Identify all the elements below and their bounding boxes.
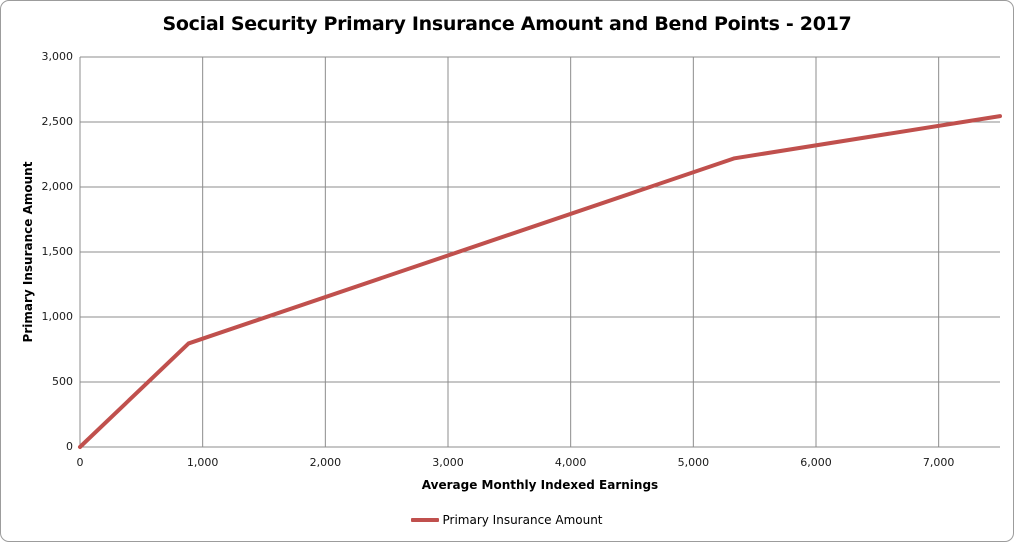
legend-label: Primary Insurance Amount [442, 513, 603, 527]
x-tick-label: 3,000 [432, 456, 464, 469]
y-tick-label: 2,000 [41, 180, 74, 193]
x-tick-label: 2,000 [309, 456, 342, 469]
x-tick-label: 6,000 [800, 456, 832, 469]
y-tick-label: 3,000 [41, 50, 74, 63]
y-tick-label: 0 [66, 440, 73, 453]
x-tick-label: 1,000 [186, 456, 219, 469]
y-tick-label: 1,500 [41, 245, 74, 258]
legend: Primary Insurance Amount [1, 513, 1013, 527]
x-tick-label: 7,000 [922, 456, 955, 469]
y-tick-label: 1,000 [41, 310, 74, 323]
x-tick-label: 4,000 [554, 456, 587, 469]
x-axis-title: Average Monthly Indexed Earnings [421, 478, 659, 492]
y-axis-title: Primary Insurance Amount [21, 161, 35, 343]
legend-line-swatch [411, 518, 440, 522]
chart-title: Social Security Primary Insurance Amount… [162, 13, 852, 35]
x-tick-label: 5,000 [677, 456, 710, 469]
x-tick-label: 0 [76, 456, 84, 469]
y-tick-label: 500 [52, 375, 73, 388]
y-tick-label: 2,500 [41, 115, 74, 128]
series-line-primary-insurance-amount [78, 114, 1002, 449]
